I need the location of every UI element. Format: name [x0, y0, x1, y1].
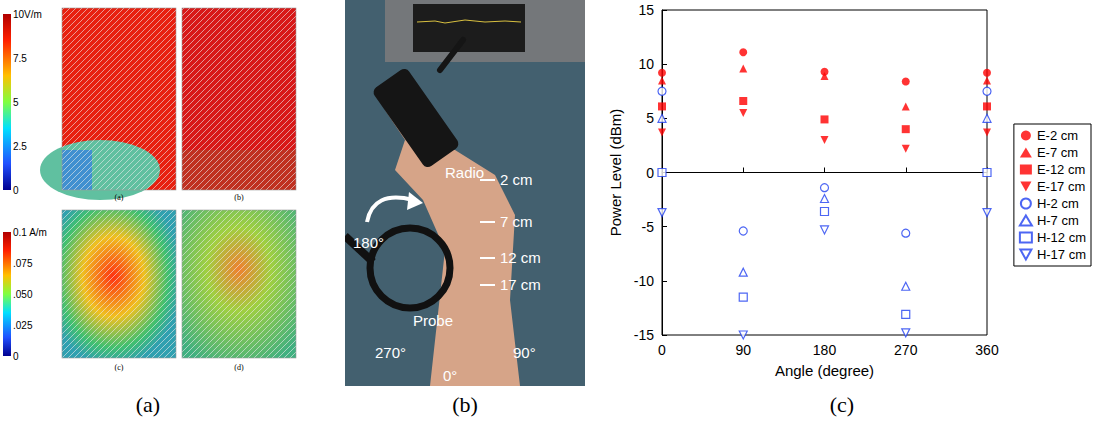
svg-text:2 cm: 2 cm [500, 171, 533, 188]
svg-text:H-7 cm: H-7 cm [1037, 213, 1079, 228]
svg-text:(b): (b) [234, 193, 244, 202]
svg-text:270: 270 [894, 342, 918, 358]
svg-text:E-17 cm: E-17 cm [1037, 179, 1085, 194]
svg-text:90°: 90° [513, 344, 536, 361]
svg-text:E-7 cm: E-7 cm [1037, 145, 1078, 160]
svg-text:H-12 cm: H-12 cm [1037, 230, 1086, 245]
svg-text:12 cm: 12 cm [500, 249, 541, 266]
svg-text:(c): (c) [115, 363, 124, 372]
html-text:(b): (b) [452, 392, 478, 417]
svg-text:0°: 0° [443, 367, 457, 384]
svg-text:Power Level (dBm): Power Level (dBm) [607, 109, 624, 237]
svg-text:0: 0 [13, 185, 19, 196]
svg-text:.050: .050 [13, 289, 33, 300]
svg-text:270°: 270° [375, 344, 406, 361]
svg-text:H-2 cm: H-2 cm [1037, 196, 1079, 211]
svg-text:Angle (degree): Angle (degree) [775, 362, 874, 379]
svg-text:5: 5 [646, 110, 654, 126]
svg-text:.025: .025 [13, 320, 33, 331]
svg-text:-5: -5 [642, 219, 655, 235]
html-text:(c): (c) [829, 392, 855, 417]
svg-text:17 cm: 17 cm [500, 276, 541, 293]
svg-text:0: 0 [646, 165, 654, 181]
svg-text:5: 5 [13, 97, 19, 108]
svg-text:0: 0 [13, 351, 19, 362]
svg-text:(a): (a) [115, 193, 124, 202]
html-text:(a): (a) [135, 392, 161, 417]
svg-text:180°: 180° [353, 234, 384, 251]
svg-text:(d): (d) [234, 363, 244, 372]
svg-text:E-12 cm: E-12 cm [1037, 162, 1085, 177]
svg-text:.075: .075 [13, 258, 33, 269]
svg-text:-10: -10 [634, 273, 654, 289]
svg-text:H-17 cm: H-17 cm [1037, 247, 1086, 262]
svg-text:10: 10 [638, 56, 654, 72]
svg-text:90: 90 [735, 342, 751, 358]
svg-text:2.5: 2.5 [13, 141, 27, 152]
svg-text:7 cm: 7 cm [500, 213, 533, 230]
svg-text:15: 15 [638, 2, 654, 18]
svg-text:180: 180 [813, 342, 837, 358]
svg-text:0.1 A/m: 0.1 A/m [13, 227, 47, 238]
svg-text:7.5: 7.5 [13, 53, 27, 64]
svg-text:-15: -15 [634, 327, 654, 343]
svg-text:360: 360 [975, 342, 999, 358]
svg-text:E-2 cm: E-2 cm [1037, 128, 1078, 143]
svg-text:Radio: Radio [445, 164, 484, 181]
svg-text:Probe: Probe [413, 312, 453, 329]
svg-text:10V/m: 10V/m [13, 9, 42, 20]
svg-text:0: 0 [658, 342, 666, 358]
